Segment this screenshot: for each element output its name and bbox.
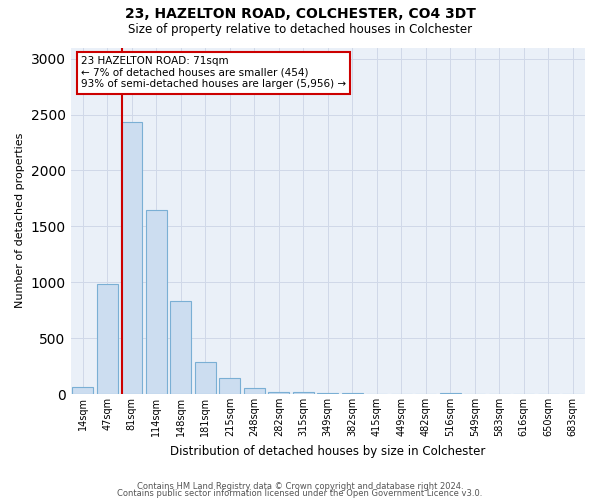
Bar	[220, 378, 240, 394]
Text: 23 HAZELTON ROAD: 71sqm
← 7% of detached houses are smaller (454)
93% of semi-de: 23 HAZELTON ROAD: 71sqm ← 7% of detached…	[81, 56, 346, 90]
Bar	[317, 393, 338, 394]
Y-axis label: Number of detached properties: Number of detached properties	[15, 133, 25, 308]
X-axis label: Distribution of detached houses by size in Colchester: Distribution of detached houses by size …	[170, 444, 485, 458]
Bar	[195, 362, 215, 394]
Bar	[121, 122, 142, 394]
Bar	[73, 388, 93, 394]
Text: Contains public sector information licensed under the Open Government Licence v3: Contains public sector information licen…	[118, 489, 482, 498]
Bar	[244, 388, 265, 394]
Bar	[293, 392, 314, 394]
Text: Size of property relative to detached houses in Colchester: Size of property relative to detached ho…	[128, 22, 472, 36]
Text: Contains HM Land Registry data © Crown copyright and database right 2024.: Contains HM Land Registry data © Crown c…	[137, 482, 463, 491]
Bar	[170, 301, 191, 394]
Bar	[268, 392, 289, 394]
Bar	[146, 210, 167, 394]
Bar	[97, 284, 118, 394]
Text: 23, HAZELTON ROAD, COLCHESTER, CO4 3DT: 23, HAZELTON ROAD, COLCHESTER, CO4 3DT	[125, 8, 475, 22]
